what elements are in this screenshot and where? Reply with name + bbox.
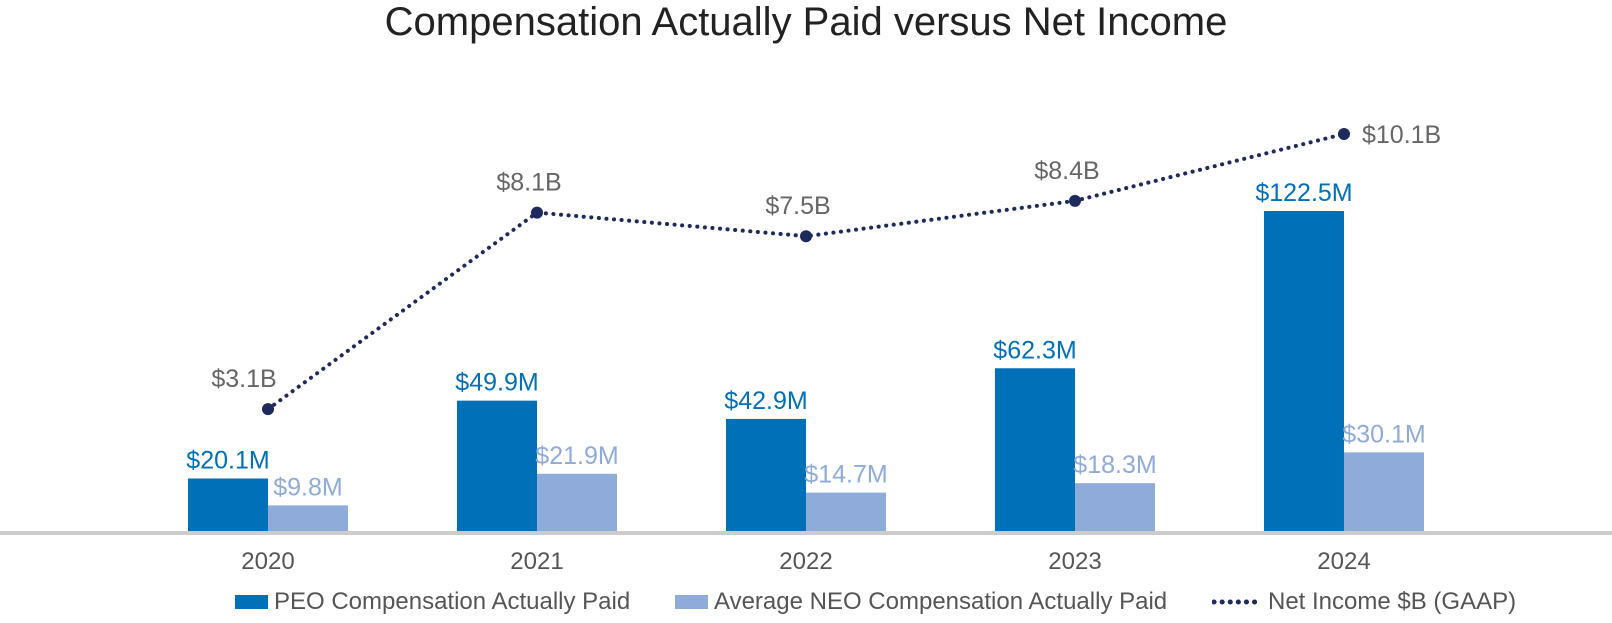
x-tick-label-2024: 2024	[1317, 548, 1370, 575]
legend-label-peo: PEO Compensation Actually Paid	[274, 588, 631, 615]
legend-dotted-line-icon	[1212, 599, 1262, 605]
net-income-point-2024	[1338, 128, 1350, 140]
bar-peo-2021	[457, 400, 537, 531]
label-net-income-2020: $3.1B	[211, 365, 276, 393]
bar-peo-2024	[1264, 211, 1344, 531]
net-income-point-2023	[1069, 194, 1081, 207]
legend-item-net-income: Net Income $B (GAAP)	[1212, 588, 1516, 616]
bar-neo-2021	[537, 473, 617, 531]
legend-item-peo: PEO Compensation Actually Paid	[235, 588, 630, 616]
legend-label-net-income: Net Income $B (GAAP)	[1268, 588, 1517, 615]
bar-neo-2023	[1075, 483, 1155, 531]
bar-neo-2024	[1344, 452, 1424, 531]
label-net-income-2021: $8.1B	[496, 169, 561, 197]
label-neo-2020: $9.8M	[273, 473, 342, 501]
label-net-income-2023: $8.4B	[1034, 157, 1099, 185]
label-net-income-2022: $7.5B	[765, 192, 830, 220]
x-tick-label-2020: 2020	[241, 548, 294, 575]
bar-neo-2020	[268, 505, 348, 531]
net-income-point-2022	[800, 230, 812, 243]
chart-title: Compensation Actually Paid versus Net In…	[384, 0, 1228, 44]
label-peo-2020: $20.1M	[186, 446, 269, 474]
label-net-income-2024: $10.1B	[1362, 121, 1441, 149]
label-neo-2024: $30.1M	[1342, 420, 1425, 448]
x-tick-label-2021: 2021	[510, 548, 563, 575]
legend-swatch-peo	[235, 595, 268, 609]
label-peo-2023: $62.3M	[993, 336, 1076, 364]
legend-swatch-neo	[675, 595, 708, 609]
label-neo-2022: $14.7M	[804, 461, 887, 489]
label-neo-2023: $18.3M	[1073, 451, 1156, 479]
net-income-point-2021	[531, 206, 543, 219]
legend: PEO Compensation Actually Paid Average N…	[0, 588, 1612, 622]
bar-neo-2022	[806, 492, 886, 531]
net-income-point-2020	[262, 403, 274, 416]
label-peo-2022: $42.9M	[724, 387, 807, 415]
bar-peo-2020	[188, 478, 268, 531]
bar-peo-2022	[726, 418, 806, 531]
label-peo-2021: $49.9M	[455, 369, 538, 397]
bar-peo-2023	[995, 368, 1075, 531]
legend-label-neo: Average NEO Compensation Actually Paid	[714, 588, 1168, 615]
label-neo-2021: $21.9M	[535, 442, 618, 470]
legend-item-neo: Average NEO Compensation Actually Paid	[675, 588, 1167, 616]
x-tick-label-2022: 2022	[779, 548, 832, 575]
x-tick-label-2023: 2023	[1048, 548, 1101, 575]
chart: $20.1M$9.8M 2020 $49.9M $21.9M 2021 $42.9M $14…	[0, 121, 1612, 575]
net-income-line	[266, 132, 1346, 412]
label-peo-2024: $122.5M	[1255, 179, 1352, 207]
